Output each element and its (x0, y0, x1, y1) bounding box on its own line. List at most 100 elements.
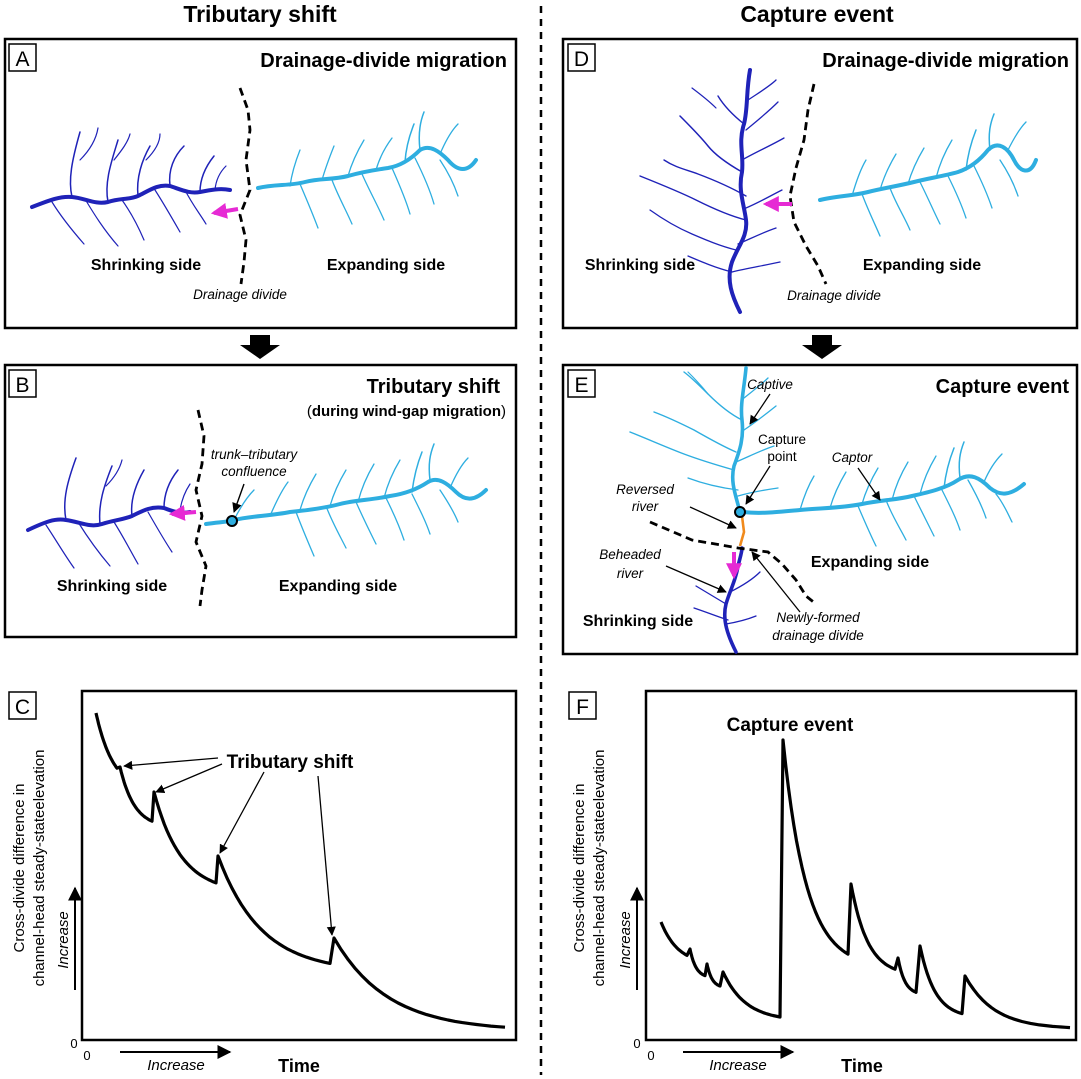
captive-label: Captive (747, 377, 793, 392)
chart-c-ylabel: Cross-divide difference in channel-head … (11, 750, 48, 987)
migration-arrow (168, 504, 197, 521)
panel-a-shrinking-label: Shrinking side (91, 257, 201, 274)
tributary-shift-arrow-2 (155, 763, 223, 793)
chart-c-xlabel: Time (278, 1056, 320, 1076)
panel-a: A Drainage-divide migration (3, 37, 518, 330)
expanding-river-network (256, 111, 478, 229)
panel-d-frame (561, 37, 1079, 330)
panel-b-letter: B (15, 374, 29, 397)
chart-c-x-zero: 0 (83, 1048, 90, 1063)
panel-e-expanding-label: Expanding side (811, 554, 929, 571)
tributary-shift-arrow-3 (219, 771, 265, 854)
down-arrow-icon (240, 335, 280, 359)
panel-e-shrinking-label: Shrinking side (583, 613, 693, 630)
migration-arrow (210, 203, 239, 219)
beheaded-callout-arrow (665, 565, 727, 593)
panel-f-letter: F (576, 696, 589, 719)
new-divide-callout-arrow (751, 551, 801, 613)
chart-c-ylabel-line2: channel-head steady-stateelevation (31, 750, 48, 987)
panel-b-letter-box (8, 369, 37, 398)
tributary-shift-arrow-4 (317, 775, 336, 936)
chart-f-ylabel-line2: channel-head steady-stateelevation (591, 750, 608, 987)
chart-f-x-zero: 0 (647, 1048, 654, 1063)
capture-point-callout-arrow (745, 465, 771, 505)
capture-point-marker (734, 506, 746, 518)
capture-point-label-line1: Capture (758, 432, 806, 447)
reversed-river-segment (738, 515, 746, 547)
panel-d-expanding-label: Expanding side (863, 257, 981, 274)
panel-e: E Capture event (561, 363, 1079, 656)
drainage-divide-line (788, 83, 828, 285)
drainage-divide-line (238, 87, 252, 285)
panel-b-subtitle: (during wind-gap migration) (307, 403, 506, 420)
chart-f-ylabel: Cross-divide difference in channel-head … (571, 750, 608, 987)
chart-c-annotation: Tributary shift (227, 752, 354, 773)
chart-f-x-increase: Increase (709, 1057, 767, 1074)
reversed-callout-arrow (689, 506, 737, 529)
confluence-label-line2: confluence (221, 464, 286, 479)
panel-a-divide-label: Drainage divide (193, 287, 287, 302)
chart-c-y-zero: 0 (70, 1036, 77, 1051)
beheaded-label-line2: river (617, 566, 644, 581)
shrinking-river-network (26, 457, 192, 569)
panel-f-letter-box (568, 691, 597, 720)
panel-a-letter: A (15, 48, 29, 71)
panel-e-frame (561, 363, 1079, 656)
panel-b: B Tributary shift (during wind-gap migra… (3, 363, 518, 639)
captor-callout-arrow (857, 467, 881, 501)
beheaded-label-line1: Beheaded (599, 547, 661, 562)
panel-e-letter: E (574, 374, 588, 397)
down-arrow-icon (802, 335, 842, 359)
chart-f-xlabel: Time (841, 1056, 883, 1076)
panel-d-title: Drainage-divide migration (822, 50, 1069, 72)
expanding-river-network (742, 441, 1026, 547)
shrinking-river-network (693, 546, 761, 654)
panel-b-title: Tributary shift (367, 376, 501, 398)
right-column-title: Capture event (740, 1, 894, 27)
capture-point-label-line2: point (767, 449, 797, 464)
panel-c-letter: C (15, 696, 30, 719)
panel-d-letter: D (574, 48, 589, 71)
chart-c-line (94, 712, 506, 1029)
panel-c: C Tributary shift Cross-divide differenc… (8, 689, 518, 1076)
panel-a-expanding-label: Expanding side (327, 257, 445, 274)
panel-f: F Capture event Cross-divide difference … (568, 689, 1078, 1076)
chart-f-line (659, 738, 1071, 1030)
captive-callout-arrow (749, 393, 771, 425)
confluence-label-line1: trunk–tributary (211, 447, 299, 462)
reversed-label-line2: river (632, 499, 659, 514)
new-drainage-divide-line (649, 520, 817, 606)
panel-d: D Drainage-divide migration (561, 37, 1079, 330)
drainage-divide-line (194, 409, 208, 607)
chart-c-ylabel-line1: Cross-divide difference in (11, 784, 28, 953)
confluence-callout-arrow (232, 483, 245, 513)
panel-b-expanding-label: Expanding side (279, 578, 397, 595)
new-divide-label-line2: drainage divide (772, 628, 864, 643)
shrinking-river-network (30, 127, 232, 247)
panel-d-divide-label: Drainage divide (787, 288, 881, 303)
new-divide-label-line1: Newly-formed (776, 610, 860, 625)
panel-b-shrinking-label: Shrinking side (57, 578, 167, 595)
captive-river-network (629, 366, 779, 514)
expanding-river-network (204, 443, 488, 557)
panel-a-letter-box (8, 43, 37, 72)
shrinking-river-network (639, 68, 785, 314)
confluence-point-marker (226, 515, 238, 527)
panel-c-plot-frame (80, 689, 518, 1042)
panel-e-title: Capture event (936, 376, 1070, 398)
panel-a-frame (3, 37, 518, 330)
chart-f-ylabel-line1: Cross-divide difference in (571, 784, 588, 953)
panel-d-shrinking-label: Shrinking side (585, 257, 695, 274)
expanding-river-network (818, 113, 1038, 237)
chart-f-annotation: Capture event (727, 715, 854, 736)
panel-f-plot-frame (644, 689, 1078, 1042)
panel-b-frame (3, 363, 518, 639)
left-column-title: Tributary shift (183, 1, 337, 27)
chart-f-y-increase: Increase (617, 911, 634, 969)
panel-c-letter-box (8, 691, 37, 720)
panel-a-title: Drainage-divide migration (260, 50, 507, 72)
chart-c-y-increase: Increase (55, 911, 72, 969)
panel-d-letter-box (567, 43, 596, 72)
panel-e-letter-box (567, 369, 596, 398)
